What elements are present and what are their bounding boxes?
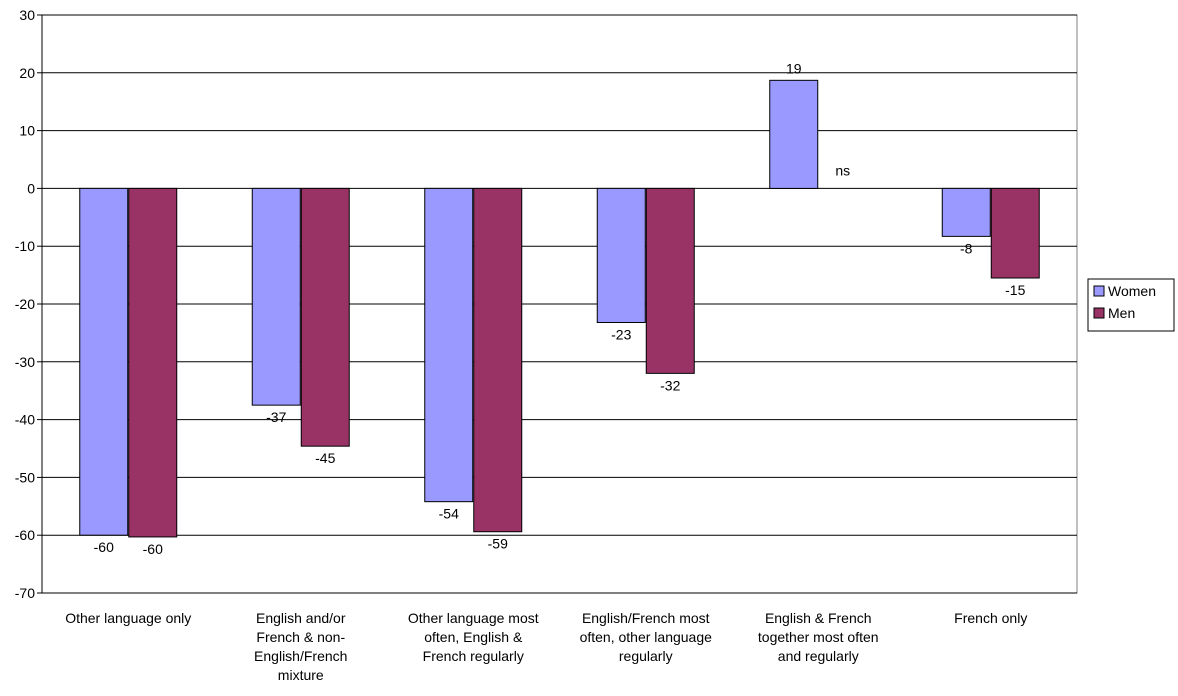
x-tick-label: regularly <box>619 648 673 664</box>
y-tick-label: -30 <box>15 354 35 370</box>
x-tick-label: English/French most <box>582 610 710 626</box>
x-tick-label: and regularly <box>778 648 859 664</box>
x-tick-label: English and/or <box>256 610 346 626</box>
bar-women <box>597 188 645 322</box>
x-tick-label: Other language only <box>65 610 191 626</box>
y-tick-label: 20 <box>19 65 35 81</box>
data-label: -60 <box>143 541 163 557</box>
bar-men <box>301 188 349 446</box>
bar-men <box>129 188 177 537</box>
y-tick-label: -60 <box>15 527 35 543</box>
y-tick-label: 0 <box>27 180 35 196</box>
legend-label-men: Men <box>1108 305 1135 321</box>
data-label: -59 <box>488 536 508 552</box>
x-tick-label: English & French <box>765 610 872 626</box>
legend-swatch-women <box>1094 286 1104 296</box>
data-label: -37 <box>266 409 286 425</box>
x-tick-label: French only <box>954 610 1027 626</box>
data-label: 19 <box>786 60 802 76</box>
data-label: -32 <box>660 377 680 393</box>
bar-men <box>991 188 1039 278</box>
gridlines <box>42 15 1077 593</box>
y-tick-label: -20 <box>15 296 35 312</box>
x-tick-label: Other language most <box>408 610 539 626</box>
y-tick-label: -40 <box>15 412 35 428</box>
data-label: ns <box>835 162 850 178</box>
data-label: -23 <box>611 326 631 342</box>
x-axis: Other language only English and/or French … <box>65 610 1027 683</box>
x-tick-label: often, English & <box>424 629 523 645</box>
bar-women <box>252 188 300 405</box>
y-tick-label: -70 <box>15 585 35 601</box>
legend: Women Men <box>1088 279 1174 331</box>
x-tick-label: French regularly <box>423 648 524 664</box>
data-label: -60 <box>94 539 114 555</box>
bar-men <box>646 188 694 373</box>
x-tick-label: together most often <box>758 629 879 645</box>
data-label: -15 <box>1005 282 1025 298</box>
data-label: -45 <box>315 450 335 466</box>
bar-women <box>770 80 818 188</box>
legend-label-women: Women <box>1108 283 1156 299</box>
x-tick-label: often, other language <box>580 629 713 645</box>
bar-women <box>942 188 990 236</box>
x-tick-label: mixture <box>278 667 324 683</box>
data-label: -8 <box>960 240 973 256</box>
x-tick-label: English/French <box>254 648 347 664</box>
data-label: -54 <box>439 506 459 522</box>
y-tick-label: -10 <box>15 238 35 254</box>
y-tick-label: 30 <box>19 7 35 23</box>
y-axis: 30 20 10 0 -10 -20 -30 -40 -50 -60 -70 <box>15 7 42 601</box>
bar-women <box>80 188 128 535</box>
x-tick-label: French & non- <box>256 629 345 645</box>
y-tick-label: 10 <box>19 123 35 139</box>
bar-men <box>474 188 522 531</box>
bar-women <box>425 188 473 501</box>
legend-swatch-men <box>1094 308 1104 318</box>
y-tick-label: -50 <box>15 469 35 485</box>
